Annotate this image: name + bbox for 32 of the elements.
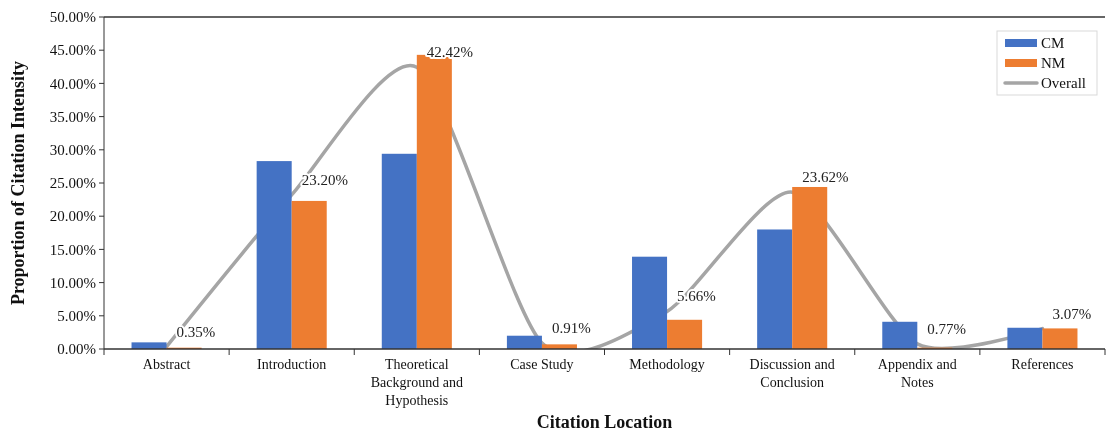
data-label: 23.62% <box>802 169 849 186</box>
x-tick-label: Case Study <box>510 357 574 372</box>
y-tick-label: 20.00% <box>49 208 96 225</box>
x-tick-label: Introduction <box>257 357 327 372</box>
legend-label: Overall <box>1041 75 1086 91</box>
data-label: 0.35% <box>176 323 216 340</box>
y-tick-label: 45.00% <box>49 42 96 59</box>
y-axis-title: Proportion of Citation Intensity <box>8 60 28 306</box>
data-label: 0.91% <box>551 319 591 336</box>
y-tick-label: 35.00% <box>49 108 96 125</box>
x-tick-label: Methodology <box>629 357 705 372</box>
x-axis-title: Citation Location <box>536 412 673 432</box>
x-tick-label: Appendix and Notes <box>877 357 957 390</box>
x-tick-label: Discussion and Conclusion <box>749 357 835 390</box>
y-tick-label: 30.00% <box>49 142 96 159</box>
y-tick-label: 10.00% <box>49 274 96 291</box>
x-tick-label: Abstract <box>142 357 191 372</box>
data-label: 23.20% <box>301 171 348 188</box>
x-tick-label: Theoretical Background and Hypothesis <box>370 357 463 408</box>
data-label: 5.66% <box>677 288 716 305</box>
y-tick-label: 50.00% <box>49 9 96 26</box>
y-tick-label: 5.00% <box>57 308 96 325</box>
legend-label: NM <box>1041 55 1066 71</box>
y-tick-label: 40.00% <box>49 75 96 92</box>
data-label: 3.07% <box>1052 305 1092 322</box>
data-label: 0.77% <box>927 320 967 337</box>
y-tick-label: 25.00% <box>49 175 96 192</box>
data-label: 42.42% <box>426 44 474 61</box>
legend-label: CM <box>1041 35 1065 51</box>
x-tick-label: References <box>1011 357 1074 372</box>
y-tick-label: 15.00% <box>49 241 96 258</box>
y-tick-label: 0.00% <box>57 341 96 358</box>
